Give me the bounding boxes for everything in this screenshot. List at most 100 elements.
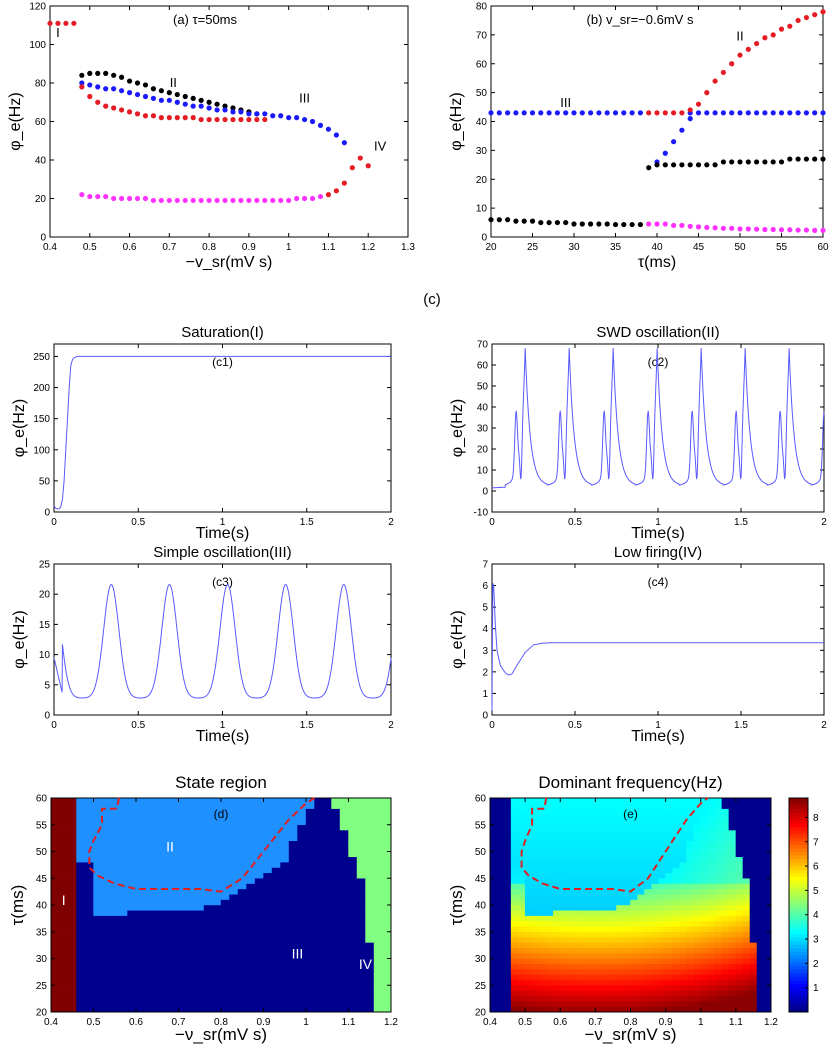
- heatmap-cell: [721, 1001, 730, 1007]
- heatmap-cell: [686, 990, 694, 997]
- heatmap-cell: [135, 942, 145, 948]
- heatmap-cell: [489, 904, 498, 911]
- colorbar-segment: [789, 798, 808, 803]
- data-point: [174, 115, 180, 121]
- heatmap-cell: [581, 963, 589, 970]
- heatmap-cell: [127, 862, 137, 868]
- heatmap-cell: [93, 958, 103, 965]
- heatmap-cell: [714, 942, 723, 948]
- heatmap-cell: [623, 851, 631, 858]
- x-tick-label: 0.7: [172, 1017, 186, 1028]
- heatmap-cell: [672, 813, 680, 820]
- heatmap-cell: [503, 894, 512, 900]
- heatmap-cell: [756, 936, 765, 943]
- series-II-lower: [79, 84, 268, 123]
- heatmap-cell: [742, 899, 751, 906]
- heatmap-cell: [609, 920, 617, 927]
- heatmap-cell: [623, 803, 631, 809]
- heatmap-cell: [195, 878, 205, 884]
- heatmap-cell: [756, 963, 765, 970]
- heatmap-cell: [288, 915, 298, 922]
- heatmap-cell: [496, 829, 505, 836]
- heatmap-cell: [531, 969, 540, 975]
- colorbar-segment: [789, 815, 808, 820]
- heatmap-cell: [637, 851, 645, 858]
- data-point: [770, 110, 776, 116]
- heatmap-cell: [314, 851, 324, 858]
- heatmap-cell: [305, 931, 315, 938]
- heatmap-cell: [271, 1006, 281, 1013]
- heatmap-cell: [763, 835, 772, 841]
- heatmap-cell: [84, 872, 94, 879]
- heatmap-cell: [169, 899, 179, 906]
- heatmap-cell: [50, 1001, 60, 1007]
- heatmap-cell: [637, 888, 645, 895]
- heatmap-cell: [67, 1006, 77, 1013]
- heatmap-cell: [220, 803, 230, 809]
- heatmap-cell: [280, 1006, 290, 1013]
- heatmap-cell: [110, 835, 120, 841]
- heatmap-cell: [546, 979, 554, 986]
- heatmap-cell: [560, 899, 568, 906]
- heatmap-cell: [665, 1006, 673, 1013]
- heatmap-cell: [517, 963, 526, 970]
- heatmap-cell: [700, 931, 708, 938]
- heatmap-cell: [67, 851, 77, 858]
- heatmap-cell: [135, 985, 145, 991]
- heatmap-cell: [297, 926, 307, 932]
- heatmap-cell: [517, 979, 526, 986]
- heatmap-cell: [623, 888, 631, 895]
- heatmap-cell: [616, 931, 624, 938]
- heatmap-cell: [331, 819, 341, 825]
- x-axis-label: −ν_sr(mV s): [175, 1025, 267, 1044]
- heatmap-cell: [365, 888, 375, 895]
- heatmap-cell: [630, 856, 638, 863]
- heatmap-cell: [288, 942, 298, 948]
- heatmap-cell: [67, 813, 77, 820]
- heatmap-cell: [212, 803, 222, 809]
- heatmap-cell: [567, 910, 575, 916]
- heatmap-cell: [665, 995, 673, 1002]
- heatmap-cell: [314, 872, 324, 879]
- heatmap-cell: [665, 813, 673, 820]
- heatmap-cell: [517, 878, 526, 884]
- heatmap-cell: [637, 958, 645, 965]
- heatmap-cell: [609, 1001, 617, 1007]
- heatmap-cell: [229, 974, 239, 981]
- colorbar-tick-label: 2: [813, 959, 819, 970]
- heatmap-cell: [322, 947, 332, 954]
- data-point: [95, 193, 101, 200]
- heatmap-cell: [546, 813, 554, 820]
- heatmap-cell: [637, 829, 645, 836]
- heatmap-cell: [314, 819, 324, 825]
- heatmap-cell: [707, 915, 715, 922]
- heatmap-cell: [517, 808, 526, 815]
- heatmap-cell: [169, 851, 179, 858]
- heatmap-cell: [331, 931, 341, 938]
- heatmap-cell: [127, 920, 137, 927]
- heatmap-cell: [763, 942, 772, 948]
- heatmap-cell: [679, 936, 687, 943]
- heatmap-cell: [229, 926, 239, 932]
- heatmap-cell: [365, 990, 375, 997]
- heatmap-cell: [489, 1001, 498, 1007]
- heatmap-cell: [280, 797, 290, 804]
- heatmap-cell: [101, 813, 111, 820]
- heatmap-cell: [735, 894, 744, 900]
- heatmap-cell: [574, 845, 582, 852]
- heatmap-cell: [700, 942, 708, 948]
- heatmap-cell: [616, 995, 624, 1002]
- heatmap-cell: [271, 947, 281, 954]
- heatmap-cell: [686, 969, 694, 975]
- heatmap-cell: [229, 910, 239, 916]
- heatmap-cell: [763, 936, 772, 943]
- heatmap-cell: [331, 963, 341, 970]
- heatmap-cell: [101, 835, 111, 841]
- heatmap-cell: [280, 813, 290, 820]
- heatmap-cell: [263, 952, 273, 959]
- heatmap-cell: [672, 979, 680, 986]
- heatmap-cell: [679, 883, 687, 890]
- heatmap-cell: [331, 829, 341, 836]
- heatmap-cell: [127, 990, 137, 997]
- y-tick-label: 50: [476, 88, 488, 99]
